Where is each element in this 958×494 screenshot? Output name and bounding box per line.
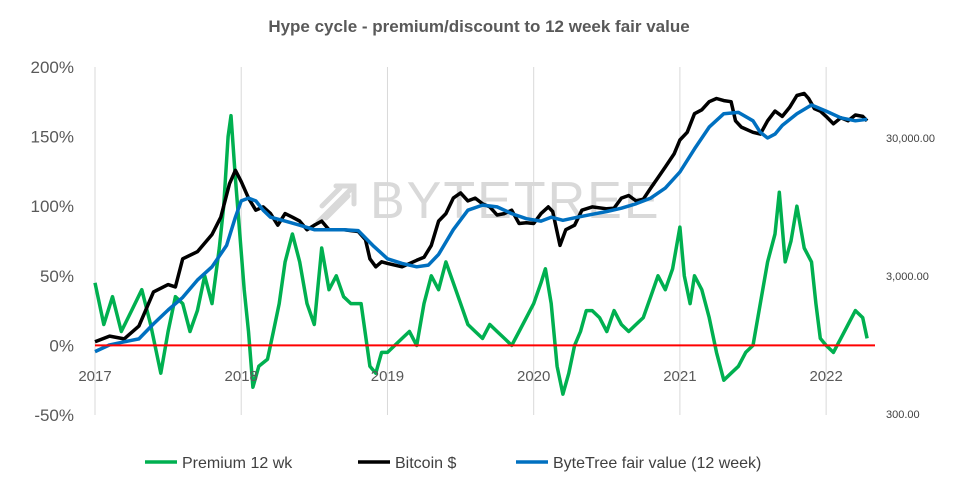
x-tick-label: 2018 [225, 368, 258, 385]
bytetree-logo-icon [315, 183, 357, 225]
legend-label: Bitcoin $ [395, 455, 456, 472]
chart-title: Hype cycle - premium/discount to 12 week… [268, 17, 689, 36]
x-tick-label: 2021 [663, 368, 696, 385]
legend-label: ByteTree fair value (12 week) [553, 455, 761, 472]
y-tick-label: 50% [40, 267, 74, 286]
y-tick-label: -50% [34, 406, 74, 425]
y-tick-label: 0% [49, 336, 74, 355]
x-tick-label: 2020 [517, 368, 550, 385]
x-tick-label: 2017 [78, 368, 111, 385]
series-line-premium-12-wk [93, 113, 869, 396]
y-tick-label: 100% [31, 197, 74, 216]
series-line-bytetree-fair-value-12-week [94, 103, 868, 354]
y-tick-label: 200% [31, 58, 74, 77]
series-line-bitcoin [94, 91, 869, 344]
x-tick-label: 2019 [371, 368, 404, 385]
y2-tick-label: 3,000.00 [886, 271, 929, 283]
y2-tick-label: 300.00 [886, 409, 920, 421]
bytetree-watermark: BYTETREE [370, 172, 661, 230]
legend-label: Premium 12 wk [182, 455, 293, 472]
y2-tick-label: 30,000.00 [886, 133, 935, 145]
x-tick-label: 2022 [809, 368, 842, 385]
y-tick-label: 150% [31, 128, 74, 147]
